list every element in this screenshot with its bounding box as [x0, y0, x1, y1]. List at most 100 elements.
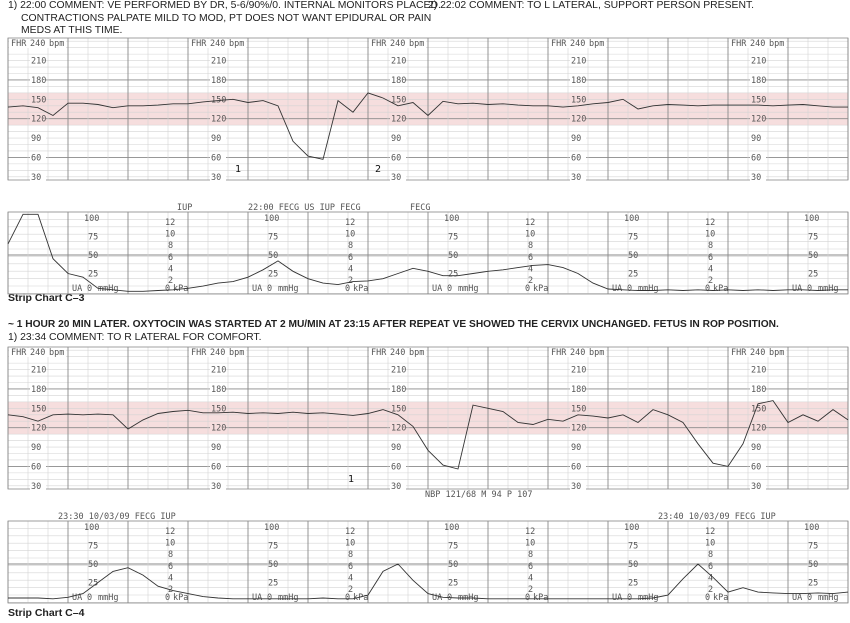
fhr-tick-label: 210 [751, 366, 766, 376]
ua-tick-label: 0 [267, 593, 272, 603]
fhr-tick-label: 180 [31, 76, 46, 86]
kpa-tick-label: 2 [168, 276, 173, 286]
fhr-scale-label: FHR [551, 39, 567, 49]
kpa-tick-label: 4 [528, 573, 533, 583]
fhr-tick-label: 120 [211, 424, 226, 434]
ua-tick-label: 50 [628, 560, 638, 570]
kpa-tick-label: 6 [348, 562, 353, 572]
fhr-tick-label: 90 [751, 443, 761, 453]
fhr-tick-label: 120 [391, 115, 406, 125]
fhr-tick-bg [390, 462, 406, 471]
kpa-tick-label: 2 [528, 276, 533, 286]
ua-tick-label: 25 [268, 579, 278, 589]
kpa-tick-label: 12 [705, 527, 715, 537]
fhr-tick-label: 30 [571, 173, 581, 183]
ua-scale-label: UA [432, 284, 442, 294]
fhr-tick-bg [390, 404, 406, 413]
kpa-tick-label: 2 [528, 585, 533, 595]
fhr-tick-bg [750, 384, 766, 393]
ua-tick-label: 25 [268, 270, 278, 280]
kpa-tick-label: 12 [345, 218, 355, 228]
event-marker-1: 1 [348, 474, 354, 485]
fhr-tick-bg [750, 95, 766, 104]
strip-c4-caption: Strip Chart C–4 [8, 607, 85, 619]
fhr-tick-label: 90 [751, 134, 761, 144]
fhr-tick-bg [570, 365, 586, 374]
fhr-scale-label: FHR [191, 348, 207, 358]
kpa-tick-label: 0 [345, 593, 350, 603]
fhr-tick-label: 60 [571, 462, 581, 472]
kpa-tick-label: 0 [705, 593, 710, 603]
kpa-tick-label: 8 [168, 550, 173, 560]
fhr-tick-label: 180 [751, 76, 766, 86]
fhr-tick-label: 90 [31, 134, 41, 144]
ua-tick-label: 25 [628, 270, 638, 280]
ua-tick-label: 0 [807, 593, 812, 603]
kpa-tick-label: 8 [528, 550, 533, 560]
fhr-scale-label-bg [549, 348, 606, 357]
fhr-tick-label: 210 [211, 57, 226, 67]
fhr-tick-bg [750, 153, 766, 162]
fhr-tick-bg [390, 114, 406, 123]
ua-tick-label: 75 [268, 542, 278, 552]
kpa-tick-label: 12 [705, 218, 715, 228]
event-marker-1: 1 [235, 164, 241, 175]
fhr-tick-label: 90 [391, 443, 401, 453]
fhr-tick-bg [570, 443, 586, 452]
fhr-tick-label: 30 [571, 482, 581, 492]
kpa-tick-label: 0 [165, 284, 170, 294]
kpa-tick-label: 10 [525, 539, 535, 549]
fhr-tick-label: 30 [31, 482, 41, 492]
kpa-tick-label: 8 [528, 241, 533, 251]
fhr-tick-label: 180 [211, 385, 226, 395]
ua-unit-label: mmHg [458, 284, 478, 294]
fhr-tick-label: 120 [751, 115, 766, 125]
fhr-unit-label: bpm [409, 39, 424, 49]
fhr-tick-bg [750, 134, 766, 143]
fhr-tick-label: 240 [30, 39, 45, 49]
fhr-tick-label: 30 [211, 173, 221, 183]
fhr-tick-bg [390, 153, 406, 162]
fhr-tick-label: 210 [31, 366, 46, 376]
fhr-tick-label: 60 [571, 153, 581, 163]
ua-tick-label: 100 [804, 214, 819, 224]
kpa-tick-label: 8 [708, 241, 713, 251]
fhr-unit-label: bpm [229, 39, 244, 49]
fhr-tick-label: 150 [571, 404, 586, 414]
ua-tick-label: 0 [447, 284, 452, 294]
fhr-tick-label: 150 [751, 95, 766, 105]
ua-tick-label: 25 [448, 270, 458, 280]
fhr-scale-label-bg [9, 348, 66, 357]
fhr-unit-label: bpm [49, 39, 64, 49]
fhr-unit-label: bpm [589, 348, 604, 358]
ua-tick-label: 100 [804, 523, 819, 533]
fhr-tick-label: 60 [31, 462, 41, 472]
ua-scale-label: UA [612, 284, 622, 294]
fhr-tick-bg [390, 134, 406, 143]
fhr-tick-label: 240 [210, 348, 225, 358]
ua-tick-label: 50 [628, 251, 638, 261]
fhr-unit-label: bpm [49, 348, 64, 358]
fhr-tick-bg [390, 172, 406, 181]
strip-c4-intro: ~ 1 HOUR 20 MIN LATER. OXYTOCIN WAS STAR… [8, 319, 779, 330]
fhr-tick-bg [30, 95, 46, 104]
fhr-tick-bg [210, 384, 226, 393]
fhr-tick-bg [210, 423, 226, 432]
fhr-tick-label: 150 [391, 95, 406, 105]
fhr-tick-label: 60 [751, 153, 761, 163]
fhr-trace-line [7, 400, 849, 470]
kpa-tick-label: 4 [708, 264, 713, 274]
fhr-tick-bg [390, 384, 406, 393]
fhr-tick-bg [570, 95, 586, 104]
ua-unit-label: mmHg [638, 284, 658, 294]
fhr-tick-label: 30 [751, 173, 761, 183]
fhr-scale-label-bg [369, 348, 426, 357]
ua-tick-label: 50 [448, 560, 458, 570]
fhr-tick-bg [30, 114, 46, 123]
fhr-tick-label: 210 [751, 57, 766, 67]
fhr-tick-bg [210, 153, 226, 162]
fhr-tick-label: 60 [211, 153, 221, 163]
ua-tick-label: 50 [808, 560, 818, 570]
kpa-tick-label: 4 [528, 264, 533, 274]
kpa-tick-label: 10 [705, 230, 715, 240]
